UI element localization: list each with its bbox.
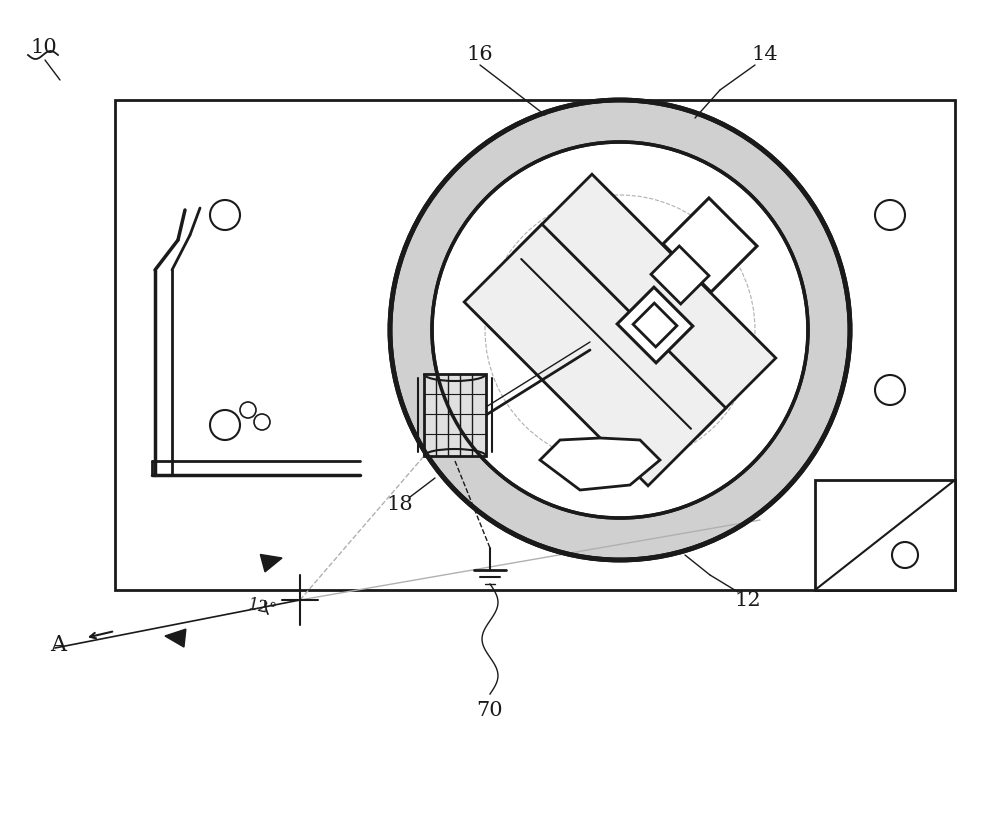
Circle shape <box>254 414 270 430</box>
Bar <box>115 100 955 590</box>
Polygon shape <box>260 554 282 572</box>
Polygon shape <box>464 224 726 486</box>
Polygon shape <box>514 174 776 436</box>
Polygon shape <box>651 246 709 304</box>
Circle shape <box>390 100 850 560</box>
Circle shape <box>210 410 240 440</box>
Polygon shape <box>663 198 757 292</box>
Text: 18: 18 <box>387 496 413 514</box>
Circle shape <box>210 200 240 230</box>
Circle shape <box>892 542 918 568</box>
Bar <box>815 480 955 590</box>
Text: 14: 14 <box>752 46 778 64</box>
Polygon shape <box>633 303 677 347</box>
Circle shape <box>432 142 808 518</box>
Polygon shape <box>617 287 693 363</box>
Circle shape <box>875 375 905 405</box>
Text: 16: 16 <box>467 46 493 64</box>
Polygon shape <box>540 438 660 490</box>
Text: 10: 10 <box>30 38 57 57</box>
Polygon shape <box>165 629 186 647</box>
Bar <box>424 374 486 456</box>
Circle shape <box>875 200 905 230</box>
Circle shape <box>240 402 256 418</box>
Text: 70: 70 <box>477 701 503 720</box>
Text: 12: 12 <box>735 591 761 610</box>
Text: A: A <box>50 634 66 656</box>
Text: 12°: 12° <box>246 597 278 619</box>
